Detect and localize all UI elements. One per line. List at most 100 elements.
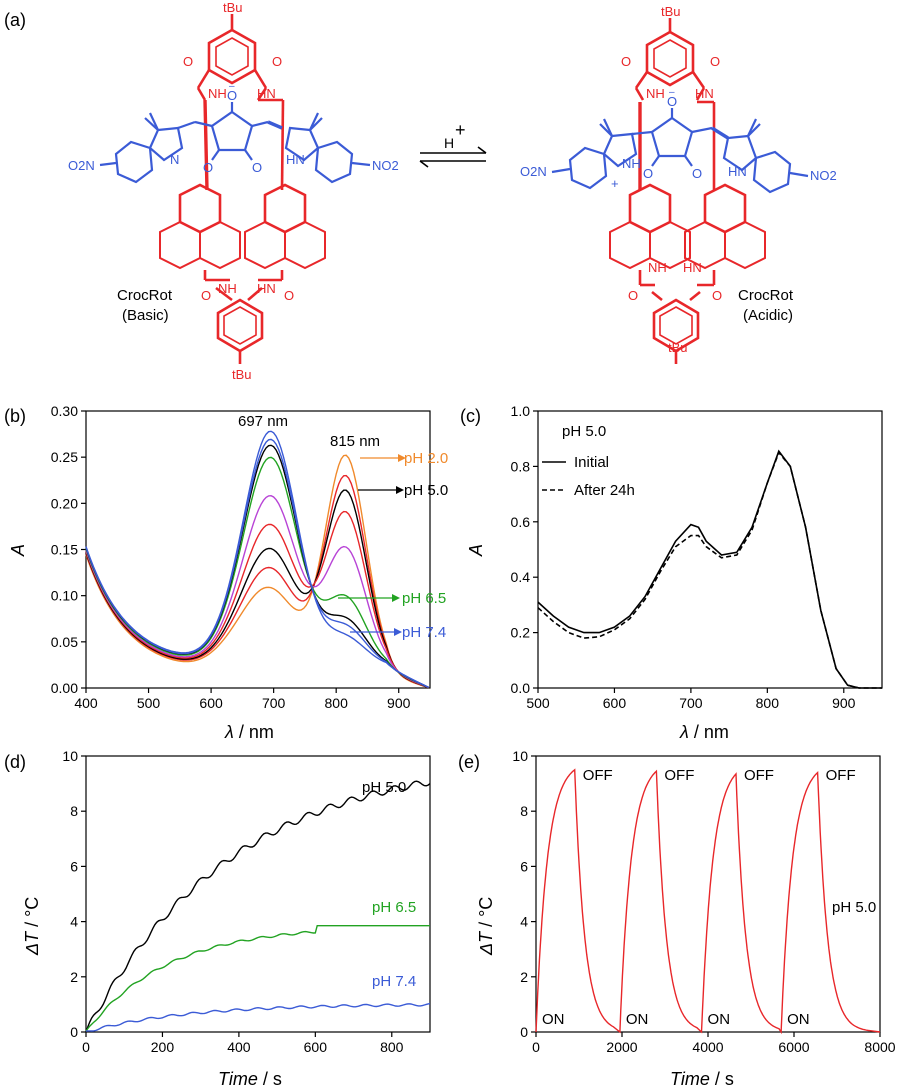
svg-text:HN: HN (695, 86, 714, 101)
svg-text:HN: HN (683, 260, 702, 275)
panel-c-ylabel: A (466, 544, 486, 557)
c-xtick-label: 700 (679, 695, 703, 711)
left-dye-labels: O – O O N HN O2N NO2 (68, 81, 399, 175)
left-name: CrocRot (Basic) (117, 287, 173, 324)
b-series-5 (85, 456, 429, 689)
svg-text:O: O (201, 288, 211, 303)
b-xtick-label: 800 (325, 695, 349, 711)
svg-text:NH: NH (208, 86, 227, 101)
svg-text:tBu: tBu (661, 4, 681, 19)
e-off-label-0: OFF (583, 767, 613, 784)
d-ytick-label: 0 (70, 1024, 78, 1040)
left-macrocycle (159, 14, 326, 364)
e-xtick-label: 4000 (692, 1039, 723, 1055)
b-ytick-label: 0.15 (51, 542, 78, 558)
panel-c-xlabel: λ / nm (679, 722, 729, 742)
b-xtick-label: 600 (199, 695, 223, 711)
panel-d: (d) 0 200 400 600 800 0 2 4 6 8 10 ΔT / °C Time / … (4, 748, 431, 1089)
e-off-label-2: OFF (744, 767, 774, 784)
right-name: CrocRot (Acidic) (738, 287, 794, 324)
svg-text:HN: HN (257, 86, 276, 101)
svg-text:tBu: tBu (668, 340, 688, 355)
svg-text:NH: NH (646, 86, 665, 101)
d-xtick-label: 0 (82, 1039, 90, 1055)
c-series-0 (537, 449, 882, 689)
svg-text:O: O (643, 166, 653, 181)
panel-e-ylabel: ΔT / °C (476, 897, 496, 956)
e-ytick-label: 6 (520, 858, 528, 874)
b-series-0 (85, 454, 429, 689)
d-xtick-label: 600 (304, 1039, 328, 1055)
e-xtick-label: 0 (532, 1039, 540, 1055)
svg-text:NO2: NO2 (810, 168, 837, 183)
panel-a: (a) (4, 0, 837, 382)
svg-text:tBu: tBu (232, 367, 252, 382)
b-ytick-label: 0.00 (51, 680, 78, 696)
svg-text:HN: HN (257, 281, 276, 296)
right-dye (551, 108, 809, 194)
d-ytick-label: 4 (70, 914, 78, 930)
series-label-ph-6-5: pH 6.5 (372, 899, 416, 916)
panel-e-ph-label: pH 5.0 (832, 899, 876, 916)
d-series-0 (85, 780, 431, 1033)
svg-text:O: O (621, 54, 631, 69)
c-xtick-label: 600 (603, 695, 627, 711)
d-frame (85, 755, 431, 1033)
svg-text:O: O (203, 160, 213, 175)
e-ytick-label: 10 (512, 748, 528, 764)
e-xtick-label: 6000 (778, 1039, 809, 1055)
panel-e-plot: 0 2000 4000 6000 8000 0 2 4 6 8 10 ON OFF ON OFF ON OFF O… (512, 748, 895, 1055)
c-ytick-label: 1.0 (511, 403, 531, 419)
b-ytick-label: 0.30 (51, 403, 78, 419)
svg-text:(Basic): (Basic) (122, 307, 169, 324)
c-ytick-label: 0.4 (511, 569, 531, 585)
series-label-ph-7-4: pH 7.4 (372, 973, 416, 990)
c-ytick-label: 0.6 (511, 514, 531, 530)
b-series-3 (85, 510, 429, 689)
b-series-8 (85, 430, 430, 689)
e-on-label-2: ON (708, 1011, 731, 1028)
svg-text:O: O (252, 160, 262, 175)
c-xtick-label: 500 (526, 695, 550, 711)
d-xtick-label: 400 (227, 1039, 251, 1055)
b-series-2 (85, 489, 429, 689)
svg-text:O2N: O2N (68, 158, 95, 173)
svg-text:CrocRot: CrocRot (738, 287, 794, 304)
svg-text:NO2: NO2 (372, 158, 399, 173)
reaction-plus: + (455, 120, 466, 140)
panel-e-xlabel: Time / s (670, 1069, 734, 1089)
svg-text:HN: HN (286, 152, 305, 167)
d-ytick-label: 2 (70, 969, 78, 985)
e-on-label-0: ON (542, 1011, 565, 1028)
e-ytick-label: 8 (520, 803, 528, 819)
ph-2-label: pH 2.0 (404, 450, 448, 467)
c-ytick-label: 0.8 (511, 458, 531, 474)
e-series-0 (535, 768, 881, 1035)
e-on-label-3: ON (787, 1011, 810, 1028)
svg-text:O: O (628, 288, 638, 303)
d-ytick-label: 8 (70, 803, 78, 819)
b-ytick-label: 0.20 (51, 495, 78, 511)
c-xtick-label: 900 (832, 695, 856, 711)
svg-text:HN: HN (728, 164, 747, 179)
b-xtick-label: 700 (262, 695, 286, 711)
c-xtick-label: 800 (756, 695, 780, 711)
b-ytick-label: 0.25 (51, 449, 78, 465)
svg-text:(Acidic): (Acidic) (743, 307, 793, 324)
e-off-label-3: OFF (826, 767, 856, 784)
ph-7-4-label: pH 7.4 (402, 624, 446, 641)
e-ytick-label: 2 (520, 969, 528, 985)
d-ytick-label: 6 (70, 858, 78, 874)
svg-text:–: – (669, 87, 675, 98)
ph-5-label: pH 5.0 (404, 482, 448, 499)
svg-text:O: O (183, 54, 193, 69)
panel-d-plot: 0 200 400 600 800 0 2 4 6 8 10 (62, 748, 431, 1055)
d-series-2 (85, 1002, 431, 1032)
b-xtick-label: 900 (387, 695, 411, 711)
svg-text:NH: NH (218, 281, 237, 296)
c-series-1 (537, 451, 882, 689)
d-series-1 (85, 925, 430, 1032)
svg-text:O: O (712, 288, 722, 303)
e-on-label-1: ON (626, 1011, 649, 1028)
